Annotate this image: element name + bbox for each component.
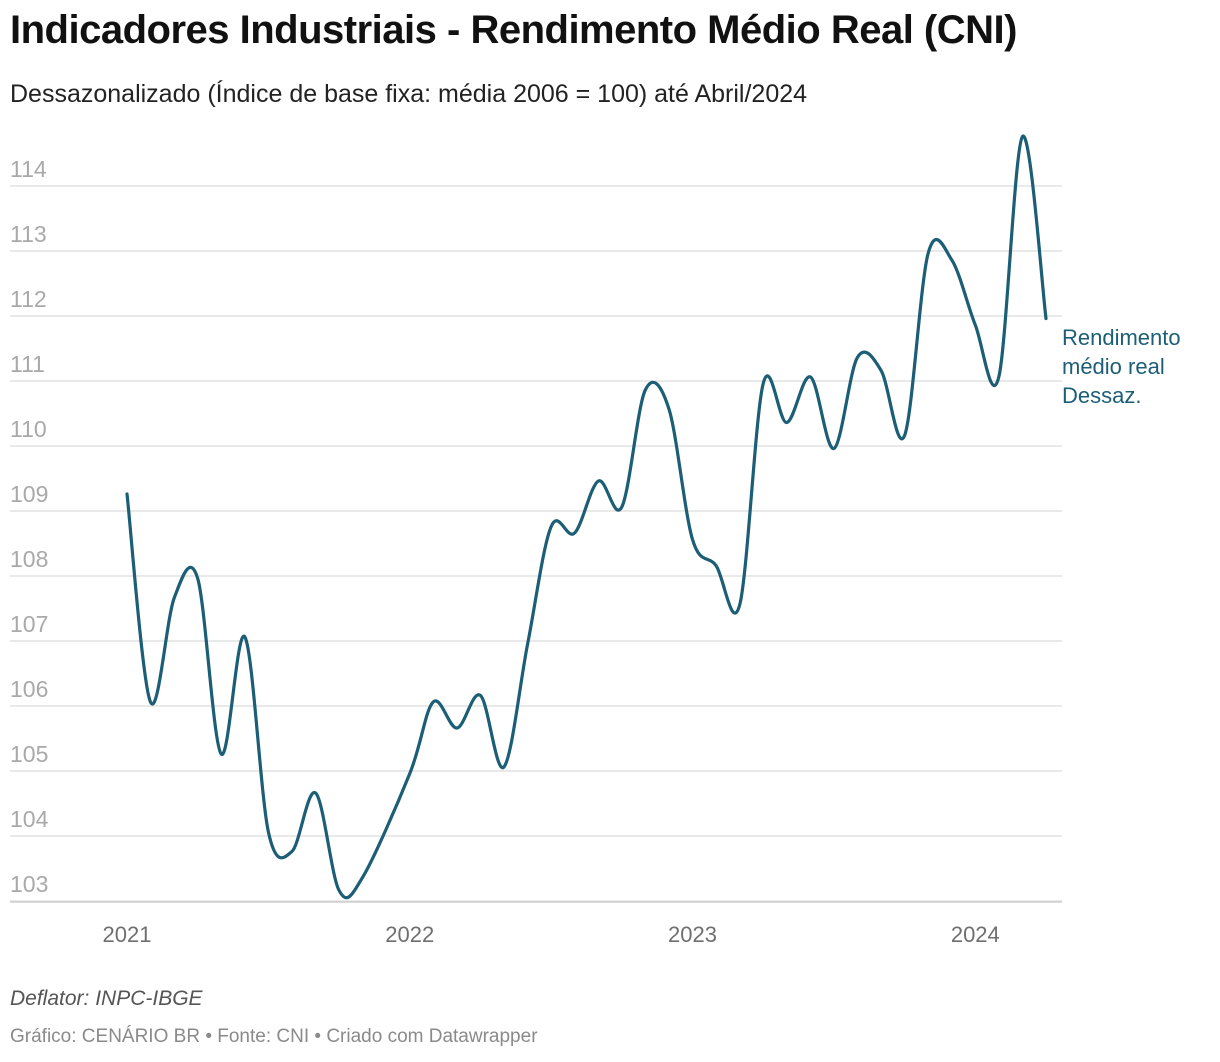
y-tick-label: 114 xyxy=(10,156,47,182)
chart-title: Indicadores Industriais - Rendimento Méd… xyxy=(10,8,1017,52)
series-label-line: Dessaz. xyxy=(1062,383,1141,408)
series-label-line: médio real xyxy=(1062,354,1165,379)
series-line xyxy=(125,134,1048,900)
chart-notes: Deflator: INPC-IBGE xyxy=(10,987,203,1010)
x-tick-label: 2022 xyxy=(385,922,434,947)
line-chart: 103 104 105 106 107 108 109 110 111 112 113 114 202… xyxy=(10,134,1181,947)
y-tick-label: 112 xyxy=(10,286,47,312)
x-tick-label: 2021 xyxy=(103,922,152,947)
y-tick-label: 111 xyxy=(10,351,45,377)
chart-subtitle: Dessazonalizado (Índice de base fixa: mé… xyxy=(10,80,808,108)
y-tick-label: 106 xyxy=(10,676,48,702)
y-tick-label: 108 xyxy=(10,546,48,572)
series-layer: Rendimento médio real Dessaz. xyxy=(125,134,1181,900)
y-tick-label: 104 xyxy=(10,806,49,832)
series-label: Rendimento médio real Dessaz. xyxy=(1062,325,1181,408)
x-axis: 2021 2022 2023 2024 xyxy=(103,922,1000,947)
y-tick-label: 105 xyxy=(10,741,48,767)
y-tick-label: 103 xyxy=(10,871,48,897)
series-label-line: Rendimento xyxy=(1062,325,1181,350)
y-tick-label: 110 xyxy=(10,416,47,442)
gridlines xyxy=(10,185,1062,903)
y-tick-label: 113 xyxy=(10,221,47,247)
chart-credits: Gráfico: CENÁRIO BR • Fonte: CNI • Criad… xyxy=(10,1026,538,1047)
x-tick-label: 2023 xyxy=(668,922,717,947)
y-tick-label: 109 xyxy=(10,481,48,507)
y-axis: 103 104 105 106 107 108 109 110 111 112 113 114 xyxy=(10,156,49,897)
x-tick-label: 2024 xyxy=(951,922,1000,947)
y-tick-label: 107 xyxy=(10,611,48,637)
